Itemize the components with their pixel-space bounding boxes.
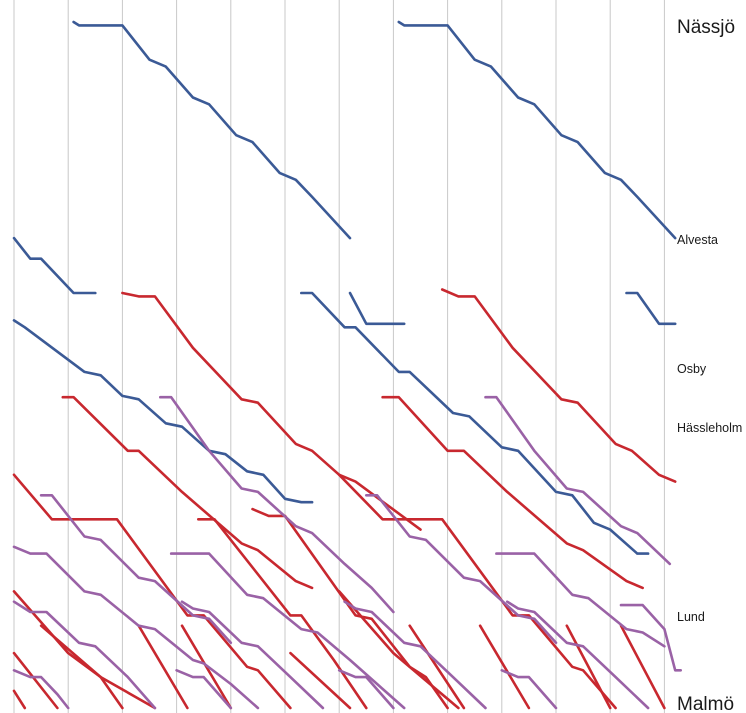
train-path-blue xyxy=(299,291,650,555)
train-path-purple xyxy=(12,545,260,710)
train-path-red xyxy=(289,651,352,710)
train-path-blue xyxy=(397,20,677,240)
grid-lines xyxy=(13,0,665,713)
train-path-blue xyxy=(12,319,314,504)
train-path-red xyxy=(39,624,157,710)
train-path-red xyxy=(12,689,27,710)
station-label: Nässjö xyxy=(677,17,735,38)
train-path-purple xyxy=(500,668,558,710)
station-label: Lund xyxy=(677,610,705,624)
train-path-red xyxy=(440,288,677,483)
train-path-red xyxy=(408,624,466,710)
train-path-purple xyxy=(505,600,650,710)
train-path-red xyxy=(137,624,189,710)
train-path-red xyxy=(12,651,59,710)
train-path-purple xyxy=(180,600,325,710)
train-path-purple xyxy=(495,552,666,648)
train-path-purple xyxy=(175,668,233,710)
train-path-purple xyxy=(619,603,683,672)
train-path-purple xyxy=(484,395,672,566)
train-path-red xyxy=(121,291,422,531)
train-path-red xyxy=(61,395,314,590)
train-path-red xyxy=(381,395,645,590)
station-label: Malmö xyxy=(677,694,734,713)
train-path-blue xyxy=(72,20,352,240)
train-paths xyxy=(12,20,683,710)
train-path-red xyxy=(251,507,449,710)
train-path-blue xyxy=(625,291,677,326)
train-path-red xyxy=(478,624,531,710)
train-path-purple xyxy=(39,493,233,645)
train-path-red xyxy=(337,590,460,710)
train-path-purple xyxy=(337,668,395,710)
station-label: Osby xyxy=(677,362,707,376)
train-path-purple xyxy=(364,493,558,645)
station-label: Alvesta xyxy=(677,233,718,247)
train-path-red xyxy=(619,624,666,710)
train-path-purple xyxy=(169,552,406,710)
train-path-purple xyxy=(12,600,157,710)
train-path-blue xyxy=(12,236,97,295)
train-path-purple xyxy=(12,668,70,710)
train-path-purple xyxy=(343,600,487,710)
train-path-red xyxy=(337,473,617,710)
train-path-red xyxy=(12,590,124,710)
train-path-blue xyxy=(348,291,406,326)
station-label: Hässleholm xyxy=(677,421,742,435)
train-path-purple xyxy=(159,395,395,614)
station-labels: Nässjö Alvesta Osby Hässleholm Lund Malmö xyxy=(677,17,742,713)
train-path-red xyxy=(197,517,368,710)
train-path-red xyxy=(12,473,292,710)
train-path-red xyxy=(565,624,612,710)
